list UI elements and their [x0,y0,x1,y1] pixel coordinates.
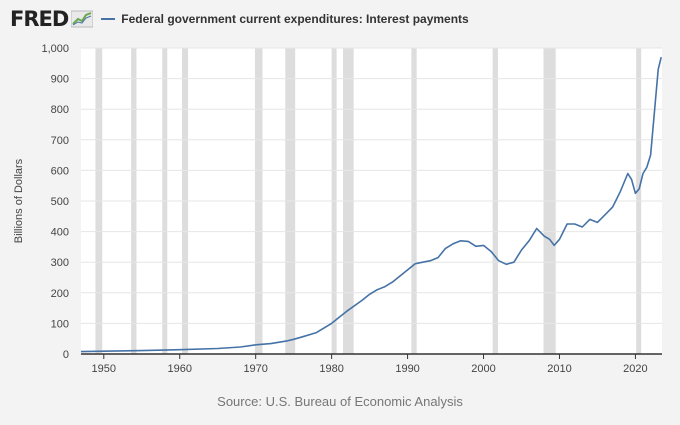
y-tick-label: 800 [51,104,69,116]
x-tick-label: 2020 [623,363,647,375]
y-tick-label: 300 [51,257,69,269]
y-axis-label: Billions of Dollars [13,158,25,243]
trend-line-icon [71,10,94,28]
y-tick-label: 0 [63,349,69,361]
fred-logo[interactable]: FRED [10,7,69,31]
y-tick-label: 500 [51,196,69,208]
y-tick-label: 700 [51,135,69,147]
x-tick-label: 1990 [395,363,419,375]
y-tick-label: 900 [51,74,69,86]
x-tick-label: 2010 [547,363,571,375]
y-tick-label: 1,000 [41,43,69,55]
y-axis-ticks: 0 100 200 300 400 500 600 700 800 900 1,000 [41,43,69,361]
chart-legend: Federal government current expenditures:… [101,12,469,26]
series-line-interest-payments [80,57,662,353]
x-axis-ticks: 1950 1960 1970 1980 1990 2000 2010 2020 [92,354,648,375]
x-tick-label: 1980 [319,363,343,375]
y-tick-label: 400 [51,227,69,239]
gridlines [81,47,662,324]
y-tick-label: 200 [51,288,69,300]
legend-label: Federal government current expenditures:… [121,12,469,26]
y-tick-label: 100 [51,318,69,330]
x-tick-label: 1970 [243,363,267,375]
x-tick-label: 1960 [167,363,191,375]
source-note: Source: U.S. Bureau of Economic Analysis [217,394,463,409]
y-tick-label: 600 [51,165,69,177]
x-tick-label: 2000 [471,363,495,375]
legend-swatch [101,18,116,20]
x-tick-label: 1950 [92,363,116,375]
chart-header: FRED Federal government current expendit… [10,6,469,32]
